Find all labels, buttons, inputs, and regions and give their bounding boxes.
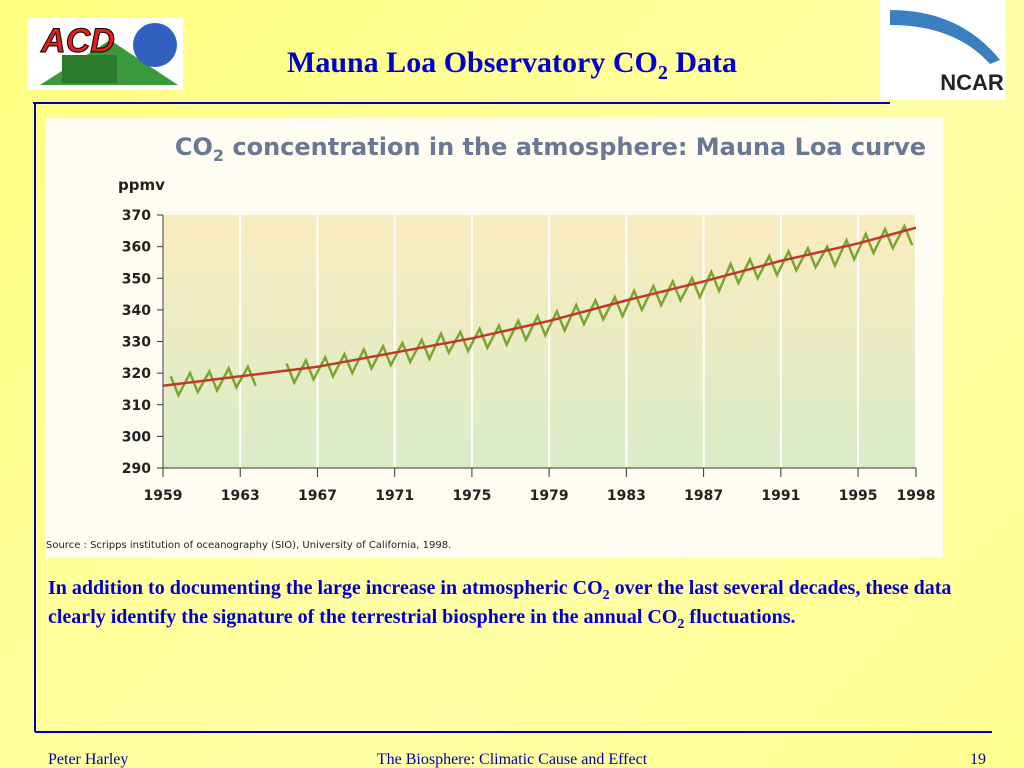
y-tick-label: 290: [122, 461, 151, 477]
plot: 1959 1963 1967 1971 1975 1979 1983 1987 1991 1995…: [122, 208, 936, 504]
y-tick-label: 300: [122, 429, 151, 445]
title-sub: 2: [658, 62, 668, 84]
footer-center: The Biosphere: Climatic Cause and Effect: [377, 751, 648, 768]
para-text: over the last several decades, these dat…: [48, 577, 952, 628]
chart-title-text: concentration in the atmosphere: Mauna L…: [224, 133, 926, 161]
x-tick-label: 1971: [375, 488, 414, 504]
y-tick-label: 330: [122, 335, 151, 351]
y-tick-label: 370: [122, 208, 151, 224]
series-line: [162, 226, 917, 388]
x-tick-label: 1967: [298, 488, 337, 504]
x-tick-label: 1987: [684, 488, 723, 504]
x-tick-label: 1995: [839, 488, 878, 504]
x-tick-label: 1979: [530, 488, 569, 504]
x-tick-label: 1991: [761, 488, 800, 504]
x-tick-label: 1959: [144, 488, 183, 504]
logo-left-text: ACD: [40, 22, 115, 60]
chart-title-text: CO: [175, 133, 213, 161]
para-text: In addition to documenting the large inc…: [48, 577, 603, 599]
title-text: Data: [668, 46, 737, 79]
logo-right-text: NCAR: [940, 70, 1004, 95]
para-sub: 2: [677, 617, 685, 632]
chart-title: CO2 concentration in the atmosphere: Mau…: [175, 133, 926, 165]
y-tick-label: 310: [122, 398, 151, 414]
y-tick-label: 360: [122, 240, 151, 256]
x-tick-label: 1983: [607, 488, 646, 504]
footer-left: Peter Harley: [48, 751, 128, 768]
y-tick-label: 320: [122, 366, 151, 382]
chart-source: Source : Scripps institution of oceanogr…: [46, 540, 451, 551]
chart-title-sub: 2: [213, 146, 224, 165]
y-tick-label: 340: [122, 303, 151, 319]
x-tick-label: 1998: [897, 488, 936, 504]
para-text: fluctuations.: [684, 606, 796, 628]
para-sub: 2: [602, 588, 610, 603]
title-text: Mauna Loa Observatory CO: [287, 46, 658, 79]
x-tick-label: 1963: [221, 488, 260, 504]
slide-title: Mauna Loa Observatory CO2 Data: [287, 46, 737, 84]
plot-area: [163, 215, 916, 468]
y-axis-label: ppmv: [118, 176, 165, 194]
body-paragraph: In addition to documenting the large inc…: [48, 574, 973, 632]
y-tick-label: 350: [122, 271, 151, 287]
footer-right: 19: [970, 751, 986, 768]
logo-building: [62, 55, 117, 83]
x-tick-label: 1975: [452, 488, 491, 504]
logo-globe: [133, 23, 177, 67]
logo-swoosh: [890, 10, 1000, 64]
